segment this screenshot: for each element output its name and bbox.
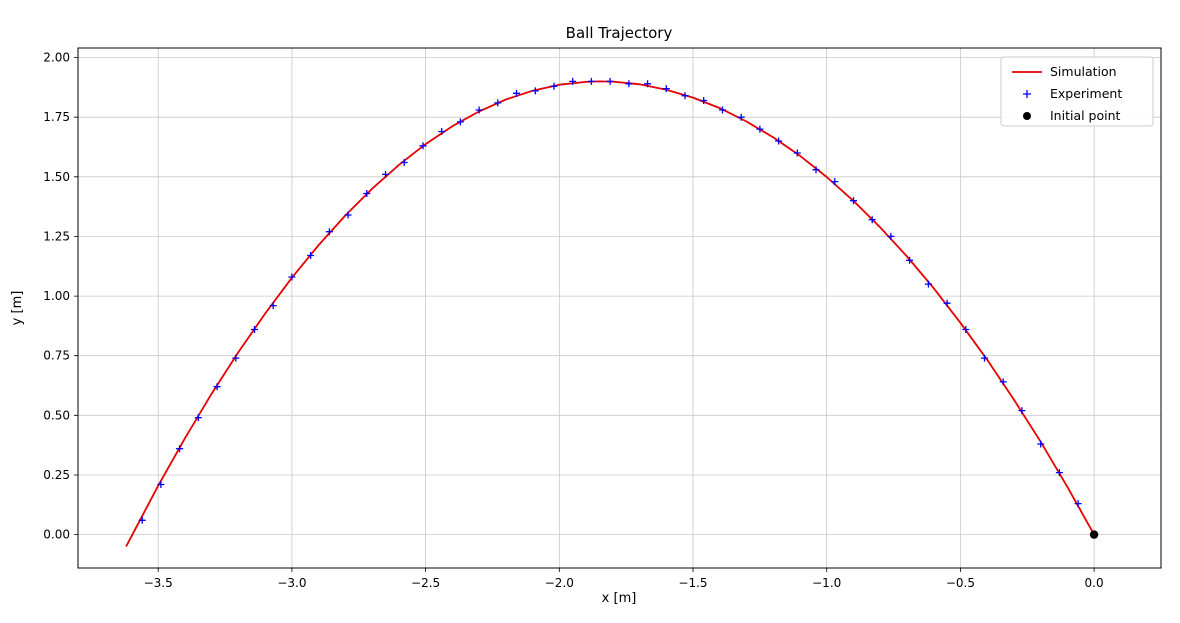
y-tick-label: 0.75 — [43, 349, 70, 363]
legend-label: Simulation — [1050, 64, 1117, 79]
chart-title: Ball Trajectory — [566, 24, 673, 42]
y-tick-label: 0.00 — [43, 528, 70, 542]
x-tick-label: −1.0 — [812, 576, 841, 590]
y-tick-label: 2.00 — [43, 51, 70, 65]
legend-plus-marker-sample — [1023, 90, 1031, 98]
x-tick-label: −2.5 — [411, 576, 440, 590]
series-initial-point — [1089, 530, 1099, 539]
series-simulation — [125, 80, 1095, 547]
legend: Simulation Experiment Initial point — [1000, 56, 1154, 127]
legend-label: Initial point — [1050, 108, 1121, 123]
x-axis-label: x [m] — [602, 591, 637, 606]
legend-label: Experiment — [1050, 86, 1122, 101]
y-axis-label: y [m] — [10, 291, 25, 326]
x-tick-label: −1.5 — [678, 576, 707, 590]
data-series — [125, 77, 1099, 547]
series-experiment — [138, 77, 1082, 524]
y-tick-label: 1.25 — [43, 229, 70, 243]
tick-labels: −3.5 −3.0 −2.5 −2.0 −1.5 −1.0 −0.5 0.0 0.00 0.25 0… — [43, 51, 1103, 591]
x-tick-label: −3.5 — [144, 576, 173, 590]
x-tick-label: −2.0 — [545, 576, 574, 590]
grid-path — [78, 48, 1161, 568]
x-tick-label: −3.0 — [277, 576, 306, 590]
x-tick-label: 0.0 — [1085, 576, 1104, 590]
x-tick-label: −0.5 — [946, 576, 975, 590]
y-tick-label: 1.75 — [43, 110, 70, 124]
tick-marks — [74, 57, 1095, 572]
y-tick-label: 1.00 — [43, 289, 70, 303]
axes-border — [77, 47, 1162, 569]
y-tick-label: 0.50 — [43, 408, 70, 422]
legend-dot-marker-sample — [1023, 112, 1031, 120]
y-tick-label: 0.25 — [43, 468, 70, 482]
grid-lines — [78, 48, 1161, 568]
legend-box — [1000, 56, 1154, 127]
tick-mark-path — [74, 57, 1095, 572]
y-tick-label: 1.50 — [43, 170, 70, 184]
